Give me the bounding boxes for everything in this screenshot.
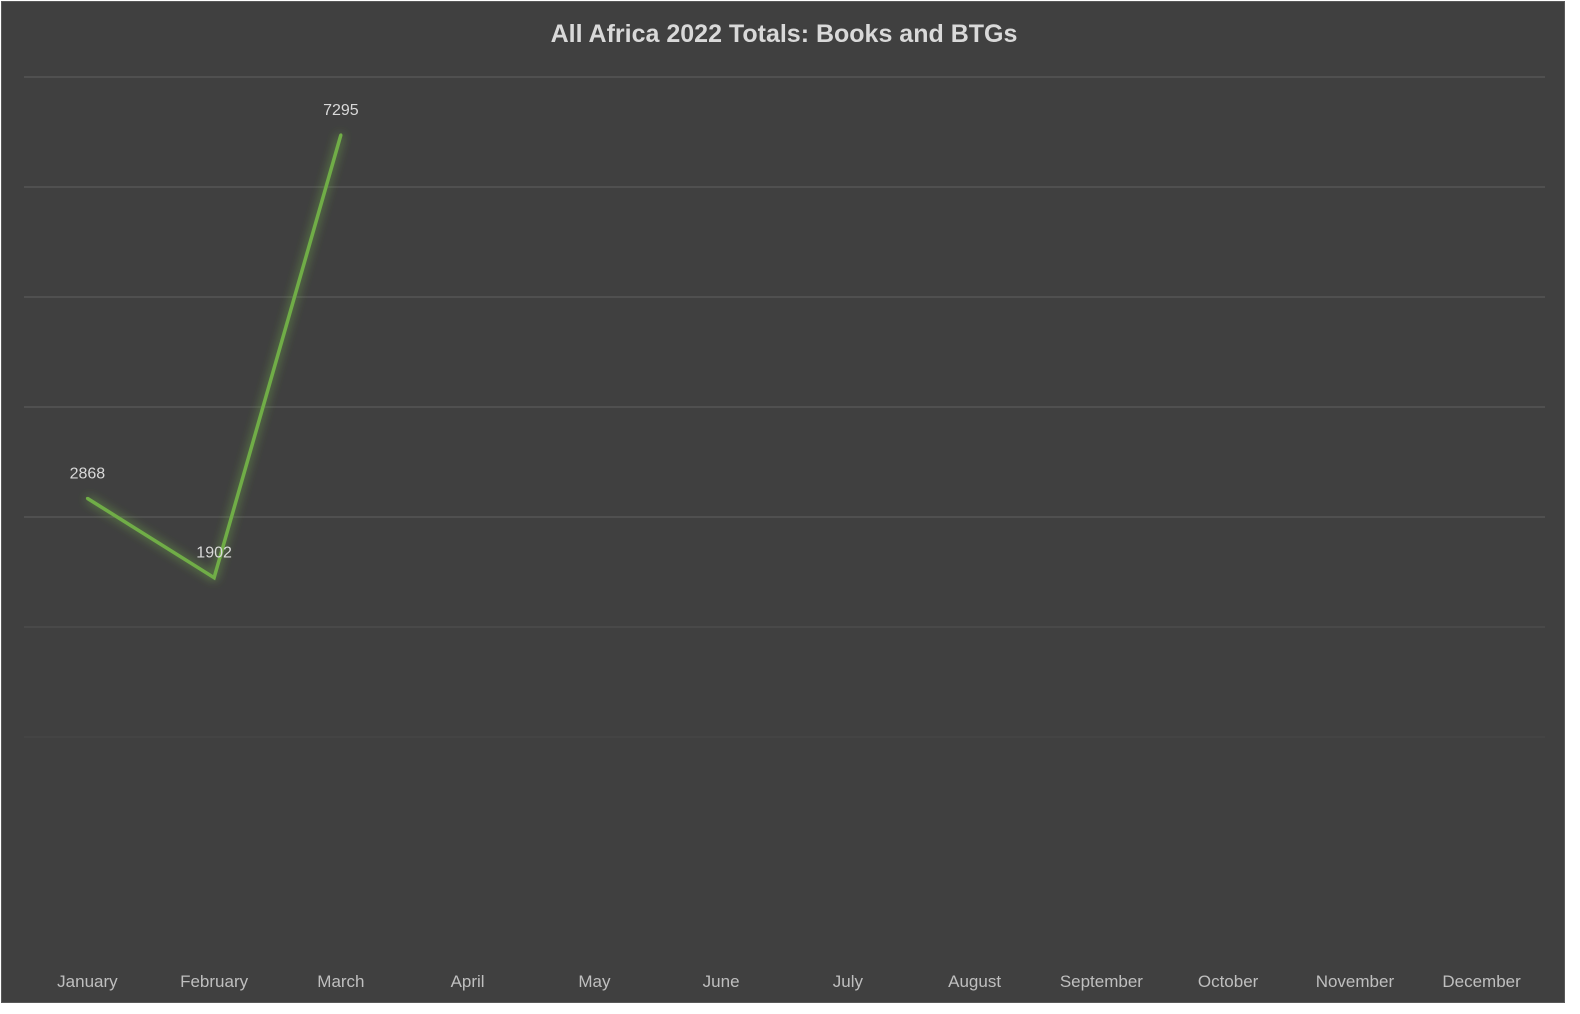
x-tick-label: December [1442,972,1521,991]
x-tick-label: September [1060,972,1143,991]
x-tick-label: October [1198,972,1259,991]
x-tick-label: November [1316,972,1395,991]
chart-title: All Africa 2022 Totals: Books and BTGs [550,20,1018,48]
x-tick-label: June [703,972,740,991]
x-tick-label: July [833,972,864,991]
data-labels: 2868 1902 7295 [70,102,359,562]
plot-area: 2868 1902 7295 January February March April Ma… [23,76,1546,991]
x-tick-label: January [57,972,118,991]
series-line [86,134,343,581]
x-tick-label: May [578,972,611,991]
x-tick-label: February [180,972,249,991]
data-label: 2868 [70,465,106,482]
data-point [212,576,216,580]
x-axis-ticks: January February March April May June July Augu… [57,972,1521,991]
data-point [85,496,89,500]
x-tick-label: April [451,972,485,991]
data-label: 7295 [323,102,359,119]
series-layer [85,133,343,581]
data-point [339,133,343,137]
x-tick-label: March [317,972,364,991]
data-label: 1902 [196,545,232,562]
chart-area: All Africa 2022 Totals: Books and BTGs 2… [1,1,1565,1003]
x-tick-label: August [948,972,1001,991]
gridlines [23,76,1546,857]
